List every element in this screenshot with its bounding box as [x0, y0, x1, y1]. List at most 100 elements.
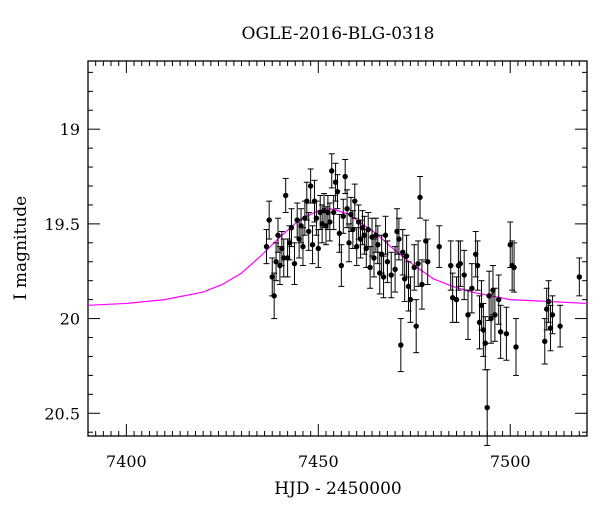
data-point — [338, 244, 345, 287]
data-marker — [296, 236, 302, 242]
data-point — [417, 176, 424, 219]
data-marker — [330, 209, 337, 216]
data-marker — [511, 264, 517, 271]
data-marker — [329, 168, 335, 174]
data-marker — [342, 173, 348, 180]
data-marker — [334, 188, 341, 195]
data-marker — [357, 236, 364, 242]
data-marker — [306, 228, 312, 235]
data-marker — [315, 245, 322, 252]
x-tick-label: 7450 — [298, 452, 339, 471]
data-marker — [490, 287, 496, 293]
y-tick-label: 19.5 — [44, 215, 80, 234]
data-marker — [346, 240, 352, 246]
data-marker — [413, 323, 419, 329]
data-point — [549, 295, 556, 335]
data-point — [415, 240, 422, 287]
data-marker — [388, 272, 394, 278]
data-point — [511, 242, 518, 293]
data-marker — [348, 211, 354, 218]
data-marker — [401, 276, 408, 282]
data-marker — [476, 319, 483, 326]
data-marker — [453, 296, 460, 303]
data-marker — [340, 213, 346, 220]
y-tick-label: 20.5 — [44, 404, 80, 423]
data-point — [344, 189, 351, 229]
data-point — [468, 263, 475, 314]
data-marker — [344, 206, 350, 212]
data-marker — [542, 338, 548, 345]
data-point — [395, 217, 402, 261]
data-point — [436, 225, 443, 268]
data-marker — [384, 259, 391, 265]
data-marker — [484, 404, 490, 411]
data-marker — [549, 312, 556, 318]
data-marker — [419, 281, 425, 288]
data-marker — [263, 243, 270, 250]
data-point — [488, 293, 495, 344]
data-marker — [405, 283, 412, 290]
data-point — [545, 280, 552, 323]
data-point — [413, 299, 420, 354]
data-point — [497, 304, 504, 359]
data-marker — [282, 192, 289, 199]
data-marker — [313, 215, 320, 221]
data-marker — [417, 194, 423, 201]
data-point — [273, 242, 280, 282]
data-point — [367, 246, 374, 289]
data-marker — [382, 232, 389, 238]
data-point — [411, 244, 418, 291]
data-point — [461, 249, 468, 301]
data-point — [355, 204, 362, 240]
data-point — [457, 240, 464, 287]
data-marker — [400, 249, 406, 255]
data-marker — [486, 293, 492, 299]
data-marker — [373, 232, 379, 238]
data-marker — [423, 238, 429, 244]
data-marker — [488, 315, 494, 322]
data-marker — [375, 242, 381, 248]
data-marker — [279, 245, 285, 252]
data-point — [397, 318, 404, 373]
data-marker — [355, 219, 362, 225]
data-marker — [403, 253, 410, 259]
data-marker — [503, 331, 510, 337]
data-marker — [411, 264, 417, 271]
data-point — [303, 181, 310, 221]
data-marker — [298, 223, 304, 229]
data-point — [453, 276, 460, 323]
data-point — [266, 200, 273, 240]
data-point — [543, 287, 550, 331]
data-point — [382, 215, 389, 255]
data-marker — [496, 296, 502, 303]
data-point — [342, 158, 349, 195]
data-point — [326, 202, 333, 242]
data-marker — [472, 251, 479, 257]
data-point — [334, 174, 341, 210]
data-marker — [394, 228, 400, 235]
data-point — [447, 240, 454, 291]
data-marker — [327, 219, 333, 225]
data-point — [351, 183, 358, 219]
data-marker — [478, 302, 485, 309]
data-point — [328, 153, 335, 189]
data-marker — [338, 262, 345, 269]
data-marker — [367, 264, 373, 271]
data-marker — [425, 259, 431, 265]
data-marker — [547, 325, 554, 331]
data-point — [282, 177, 289, 214]
data-marker — [323, 223, 329, 229]
data-marker — [271, 293, 277, 299]
data-point — [280, 238, 287, 278]
data-marker — [284, 255, 291, 261]
data-marker — [273, 259, 279, 265]
data-point — [465, 289, 472, 340]
plot-area — [87, 60, 588, 446]
data-marker — [336, 230, 343, 237]
data-point — [378, 234, 385, 274]
data-point — [576, 257, 583, 297]
data-marker — [492, 312, 498, 318]
data-point — [353, 227, 360, 267]
data-marker — [309, 242, 316, 248]
